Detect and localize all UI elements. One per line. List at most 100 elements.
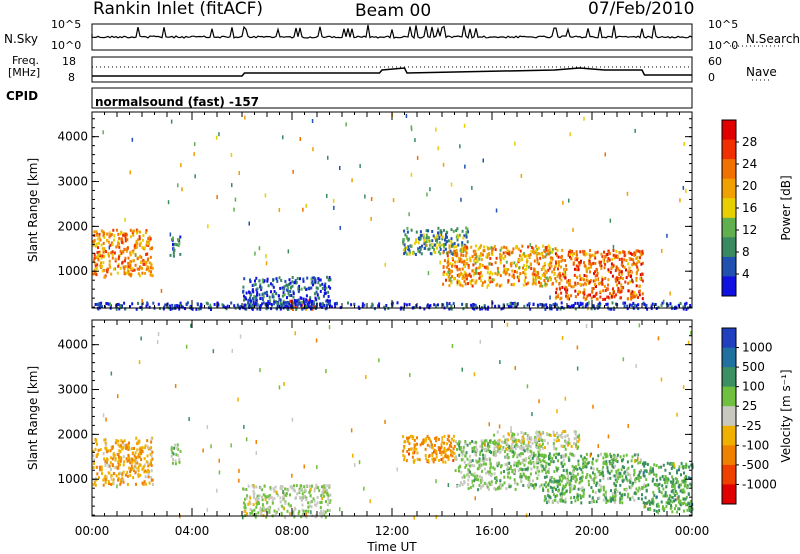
power-echo-cell xyxy=(592,261,595,265)
velocity-echo-cell xyxy=(552,499,555,503)
velocity-echo-cell xyxy=(273,489,276,493)
power-echo-cell xyxy=(564,276,567,280)
velocity-echo-cell xyxy=(602,493,605,497)
power-echo-cell xyxy=(619,290,622,294)
velocity-echo-cell xyxy=(522,484,525,487)
power-echo-cell xyxy=(307,304,310,308)
power-echo-cell xyxy=(324,292,327,296)
velocity-echo-cell xyxy=(526,437,529,441)
velocity-echo-cell xyxy=(104,481,107,485)
velocity-echo-cell xyxy=(443,441,446,445)
power-echo-cell xyxy=(350,303,353,307)
power-echo-cell xyxy=(450,251,453,255)
power-echo-cell xyxy=(457,235,460,239)
power-echo-cell xyxy=(517,279,520,283)
velocity-echo-cell xyxy=(572,471,575,475)
velocity-echo-cell xyxy=(603,452,606,456)
velocity-echo-cell xyxy=(645,470,648,474)
power-echo-cell xyxy=(122,265,125,269)
velocity-echo-cell xyxy=(139,448,142,452)
power-echo-cell xyxy=(264,291,267,295)
power-echo-cell xyxy=(603,284,606,288)
velocity-echo-cell xyxy=(310,484,313,488)
velocity-echo-cell xyxy=(512,455,515,458)
velocity-echo-cell xyxy=(548,433,551,437)
power-echo-cell xyxy=(138,242,141,246)
velocity-echo-cell xyxy=(645,501,648,505)
power-echo-cell xyxy=(632,293,635,297)
velocity-scatter-point xyxy=(188,417,190,422)
velocity-echo-cell xyxy=(534,453,537,457)
power-echo-cell xyxy=(147,237,150,241)
velocity-echo-cell xyxy=(545,485,548,489)
power-scatter-point xyxy=(630,270,633,275)
power-echo-cell xyxy=(140,255,143,259)
power-echo-cell xyxy=(511,250,514,254)
velocity-echo-cell xyxy=(432,460,435,464)
velocity-echo-cell xyxy=(127,456,130,460)
power-echo-cell xyxy=(584,253,587,257)
velocity-echo-cell xyxy=(477,488,480,492)
velocity-echo-cell xyxy=(104,438,107,442)
velocity-echo-cell xyxy=(482,462,485,466)
velocity-echo-cell xyxy=(120,446,123,450)
power-echo-cell xyxy=(442,303,445,307)
power-echo-cell xyxy=(151,274,154,278)
power-echo-cell xyxy=(313,278,316,281)
velocity-echo-cell xyxy=(256,502,259,506)
velocity-echo-cell xyxy=(329,493,332,497)
velocity-echo-cell xyxy=(669,499,672,503)
power-echo-cell xyxy=(625,259,628,262)
power-scatter-point xyxy=(602,258,605,262)
power-echo-cell xyxy=(96,263,99,267)
power-echo-cell xyxy=(448,244,451,248)
velocity-echo-cell xyxy=(103,457,106,461)
power-echo-cell xyxy=(289,304,292,308)
power-echo-cell xyxy=(630,292,633,295)
power-scatter-point xyxy=(427,271,430,276)
power-echo-cell xyxy=(458,267,461,271)
power-echo-cell xyxy=(456,268,459,272)
power-echo-cell xyxy=(108,263,111,267)
velocity-echo-cell xyxy=(324,510,327,514)
power-echo-cell xyxy=(243,294,245,298)
power-echo-cell xyxy=(254,296,257,300)
velocity-echo-cell xyxy=(483,448,486,452)
power-echo-cell xyxy=(456,282,459,286)
velocity-echo-cell xyxy=(443,448,446,452)
power-echo-cell xyxy=(542,244,545,248)
power-echo-cell xyxy=(554,252,557,256)
velocity-echo-cell xyxy=(671,464,674,468)
velocity-echo-cell xyxy=(502,446,505,450)
velocity-echo-cell xyxy=(93,461,95,465)
power-echo-cell xyxy=(146,242,149,246)
power-echo-cell xyxy=(461,302,464,306)
velocity-echo-cell xyxy=(569,496,572,500)
power-echo-cell xyxy=(446,235,448,239)
power-echo-cell xyxy=(254,283,257,286)
power-echo-cell xyxy=(544,284,547,288)
power-echo-cell xyxy=(467,230,469,234)
velocity-echo-cell xyxy=(493,446,496,450)
freq-label-line2: [MHz] xyxy=(8,66,41,79)
velocity-echo-cell xyxy=(144,482,147,486)
power-scatter-point xyxy=(414,138,416,143)
power-echo-cell xyxy=(626,297,629,301)
power-echo-cell xyxy=(630,257,633,261)
power-echo-cell xyxy=(288,293,291,297)
power-echo-cell xyxy=(518,266,521,269)
power-echo-cell xyxy=(252,283,255,287)
power-scatter-point xyxy=(529,242,531,247)
power-echo-cell xyxy=(336,301,338,305)
velocity-echo-cell xyxy=(472,484,475,488)
power-echo-cell xyxy=(529,263,532,267)
velocity-echo-cell xyxy=(131,460,134,464)
power-echo-cell xyxy=(545,282,548,286)
velocity-echo-cell xyxy=(605,452,608,456)
power-echo-cell xyxy=(531,282,534,286)
power-echo-cell xyxy=(124,265,127,268)
power-echo-cell xyxy=(545,276,548,280)
power-echo-cell xyxy=(641,261,644,265)
velocity-echo-cell xyxy=(326,508,329,512)
velocity-echo-cell xyxy=(527,434,530,438)
